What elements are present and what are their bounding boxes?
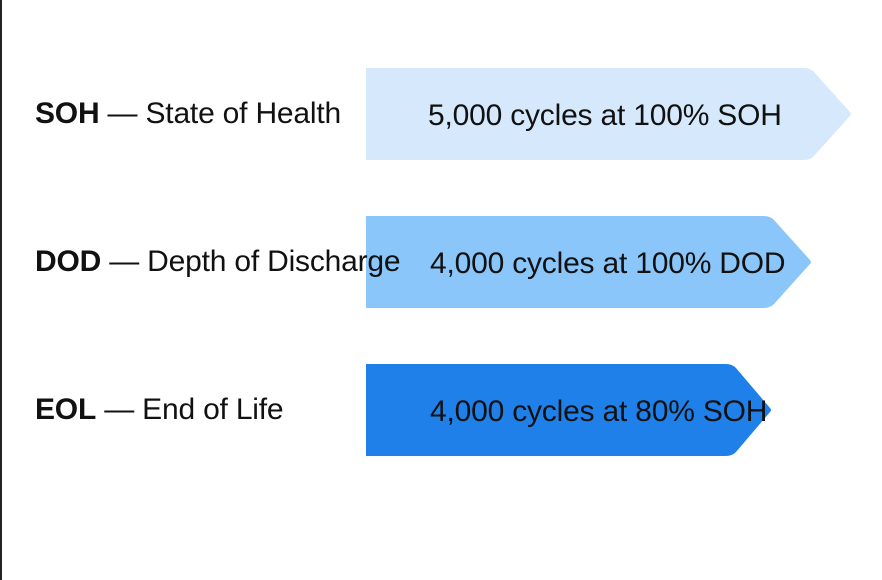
arrow-eol-shape (366, 364, 771, 456)
separator-soh: — (99, 97, 146, 130)
value-soh: 5,000 cycles at 100% SOH (428, 99, 782, 132)
term-dod: Depth of Discharge (147, 245, 401, 278)
label-eol: EOL — End of Life (35, 364, 284, 456)
row-dod: DOD — Depth of Discharge 4,000 cycles at… (0, 216, 882, 308)
separator-eol: — (96, 393, 143, 426)
abbr-soh: SOH (35, 97, 100, 130)
separator-dod: — (101, 245, 148, 278)
abbr-dod: DOD (35, 245, 102, 278)
row-soh: SOH — State of Health 5,000 cycles at 10… (0, 68, 882, 160)
arrow-dod-shape (366, 216, 811, 308)
term-eol: End of Life (142, 393, 284, 426)
arrow-soh-shape (366, 68, 851, 160)
value-eol: 4,000 cycles at 80% SOH (430, 395, 768, 428)
left-border (0, 0, 2, 580)
label-dod: DOD — Depth of Discharge (35, 216, 401, 308)
arrow-dod (366, 216, 811, 308)
abbr-eol: EOL (35, 393, 97, 426)
arrow-eol (366, 364, 771, 456)
term-soh: State of Health (145, 97, 342, 130)
value-dod: 4,000 cycles at 100% DOD (430, 247, 786, 280)
label-soh: SOH — State of Health (35, 68, 341, 160)
arrow-soh (366, 68, 851, 160)
row-eol: EOL — End of Life 4,000 cycles at 80% SO… (0, 364, 882, 456)
